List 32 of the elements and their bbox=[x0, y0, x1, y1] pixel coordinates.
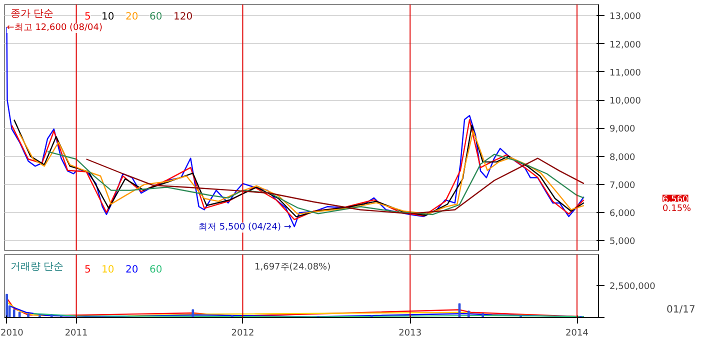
text: 0.15% bbox=[662, 204, 692, 214]
annotation: 1,697주(24.08%) bbox=[254, 262, 331, 272]
text: 01/17 bbox=[666, 304, 696, 316]
x-tick-label: 2010 bbox=[0, 328, 24, 338]
y-tick-label: 10,000 bbox=[610, 96, 642, 107]
y-tick-label: 2,500,000 bbox=[610, 282, 656, 292]
legend-title: 종가 단순 bbox=[10, 8, 54, 20]
text: 10 bbox=[102, 12, 114, 22]
x-tick-label: 2013 bbox=[398, 328, 422, 338]
text: 20 bbox=[126, 264, 138, 276]
text: 60 bbox=[150, 264, 162, 276]
y-tick-label: 5,000 bbox=[610, 237, 636, 248]
y-tick-label: 6,000 bbox=[610, 209, 636, 220]
text: 5 bbox=[84, 12, 91, 22]
y-tick-label: 8,000 bbox=[610, 152, 636, 163]
text: 5 bbox=[84, 264, 91, 276]
text: 20 bbox=[126, 12, 138, 22]
legend-title: 거래량 단순 bbox=[10, 262, 64, 272]
annotation: 최저 5,500 (04/24) → bbox=[198, 222, 292, 233]
y-tick-label: 13,000 bbox=[610, 12, 642, 22]
x-tick-label: 2014 bbox=[566, 328, 589, 338]
y-tick-label: 7,000 bbox=[610, 180, 636, 191]
text: 6,560 bbox=[662, 194, 689, 205]
text: 60 bbox=[150, 12, 162, 22]
y-tick-label: 11,000 bbox=[610, 68, 642, 78]
annotation: ←최고 12,600 (08/04) bbox=[6, 22, 103, 33]
y-tick-label: 9,000 bbox=[610, 124, 636, 135]
y-tick-label: 12,000 bbox=[610, 40, 642, 50]
text: 10 bbox=[102, 264, 114, 276]
text: 120 bbox=[174, 12, 193, 22]
x-tick-label: 2011 bbox=[64, 328, 88, 338]
x-tick-label: 2012 bbox=[231, 328, 254, 338]
